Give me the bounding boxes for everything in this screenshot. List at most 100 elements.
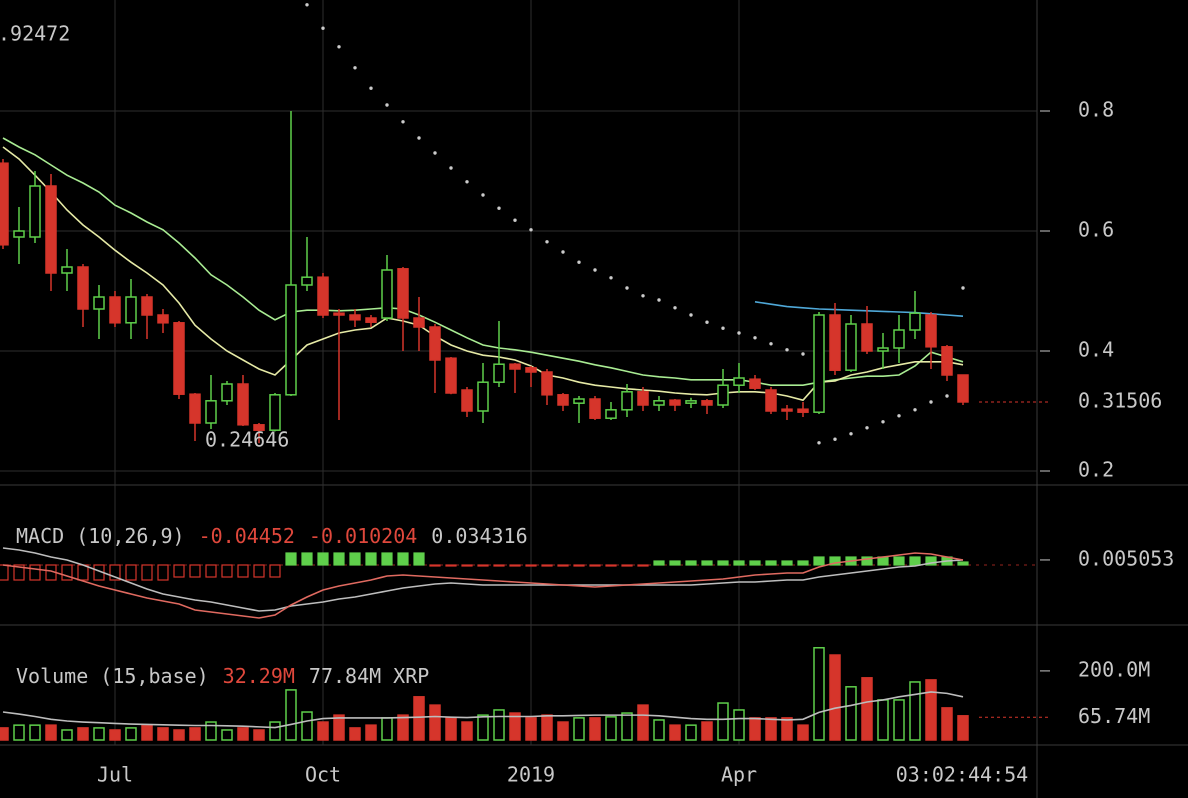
last-price-label: 0.31506 bbox=[1078, 388, 1162, 412]
candle-body bbox=[365, 317, 377, 323]
macd-bar bbox=[0, 564, 9, 581]
sar-dot bbox=[737, 331, 741, 335]
macd-bar bbox=[237, 564, 249, 578]
sar-dot bbox=[465, 180, 469, 184]
macd-bar bbox=[573, 564, 585, 567]
y-tick-label: 200.0M bbox=[1078, 657, 1150, 681]
candle-body bbox=[813, 314, 825, 413]
macd-bar bbox=[589, 564, 601, 567]
volume-bar bbox=[397, 714, 409, 741]
volume-bar bbox=[541, 714, 553, 741]
macd-bar bbox=[653, 560, 665, 566]
volume-bar bbox=[621, 712, 633, 741]
candle-body bbox=[669, 399, 681, 406]
candle-body bbox=[589, 398, 601, 419]
sar-dot bbox=[497, 206, 501, 210]
sar-dot bbox=[849, 432, 853, 436]
sar-dot bbox=[705, 320, 709, 324]
candle-body bbox=[797, 408, 809, 413]
sar-dot bbox=[961, 286, 965, 290]
macd-bar bbox=[861, 556, 873, 566]
volume-bar bbox=[29, 724, 41, 741]
countdown: 03:02:44:54 bbox=[896, 763, 1028, 787]
sar-dot bbox=[417, 136, 421, 140]
macd-bar bbox=[957, 561, 969, 566]
sar-dot bbox=[929, 400, 933, 404]
candle-body bbox=[909, 312, 921, 331]
macd-bar bbox=[77, 564, 89, 581]
moving-average bbox=[2, 146, 964, 402]
macd-bar bbox=[717, 560, 729, 566]
volume-bar bbox=[125, 727, 137, 741]
candle-body bbox=[445, 357, 457, 394]
candle-body bbox=[141, 296, 153, 316]
candle-body bbox=[285, 284, 297, 396]
sar-dot bbox=[881, 420, 885, 424]
sar-dot bbox=[897, 414, 901, 418]
volume-bar bbox=[605, 716, 617, 741]
macd-bar bbox=[909, 556, 921, 566]
volume-bar bbox=[13, 724, 25, 741]
sar-dot bbox=[673, 306, 677, 310]
macd-bar bbox=[429, 564, 441, 567]
volume-bar bbox=[45, 724, 57, 741]
candle-body bbox=[477, 381, 489, 412]
candle-body bbox=[77, 266, 89, 310]
sar-dot bbox=[833, 437, 837, 441]
candle-body bbox=[205, 400, 217, 424]
candle-body bbox=[429, 326, 441, 361]
macd-bar bbox=[813, 556, 825, 566]
volume-bar bbox=[829, 654, 841, 741]
sar-dot bbox=[689, 313, 693, 317]
volume-bar bbox=[301, 711, 313, 741]
candle-body bbox=[397, 268, 409, 319]
volume-bar bbox=[669, 724, 681, 741]
macd-bar bbox=[173, 564, 185, 578]
x-tick-label: Apr bbox=[721, 763, 757, 787]
macd-bar bbox=[829, 556, 841, 566]
volume-bar bbox=[813, 647, 825, 741]
macd-bar bbox=[381, 552, 393, 566]
pane-title: MACD (10,26,9) bbox=[16, 524, 185, 548]
volume-bar bbox=[141, 724, 153, 741]
candle-body bbox=[157, 314, 169, 324]
volume-bar bbox=[893, 699, 905, 741]
macd-bar bbox=[397, 552, 409, 566]
candle-body bbox=[957, 374, 969, 403]
candle-body bbox=[557, 394, 569, 406]
macd-bar bbox=[109, 564, 121, 581]
sar-dot bbox=[785, 348, 789, 352]
candle-body bbox=[29, 185, 41, 238]
sar-dot bbox=[561, 250, 565, 254]
pane-unit: XRP bbox=[393, 664, 429, 688]
macd-bar bbox=[605, 564, 617, 567]
volume-bar bbox=[237, 727, 249, 741]
pane-header: Volume (15,base) 32.29M 77.84M XRP bbox=[16, 664, 429, 688]
pane-reading: -0.010204 bbox=[309, 524, 417, 548]
pane-reading: -0.04452 bbox=[199, 524, 295, 548]
macd-bar bbox=[557, 564, 569, 567]
volume-bar bbox=[317, 721, 329, 741]
macd-bar bbox=[477, 564, 489, 567]
candle-body bbox=[93, 296, 105, 310]
candle-body bbox=[173, 322, 185, 395]
x-tick-label: 2019 bbox=[507, 763, 555, 787]
macd-bar bbox=[621, 564, 633, 567]
y-tick-label: 0.8 bbox=[1078, 98, 1114, 122]
sar-dot bbox=[753, 336, 757, 340]
macd-bar bbox=[269, 564, 281, 578]
sar-dot bbox=[625, 286, 629, 290]
candle-body bbox=[493, 363, 505, 383]
macd-bar bbox=[205, 564, 217, 578]
candle-body bbox=[237, 383, 249, 426]
macd-bar bbox=[493, 564, 505, 567]
volume-bar bbox=[285, 689, 297, 741]
sar-dot bbox=[449, 166, 453, 170]
volume-bar bbox=[173, 729, 185, 741]
volume-bar bbox=[61, 729, 73, 741]
volume-bar bbox=[109, 729, 121, 741]
pane-header: MACD (10,26,9) -0.04452 -0.010204 0.034316 bbox=[16, 524, 528, 548]
macd-bar bbox=[13, 564, 25, 581]
macd-bar bbox=[797, 560, 809, 566]
macd-bar bbox=[685, 560, 697, 566]
